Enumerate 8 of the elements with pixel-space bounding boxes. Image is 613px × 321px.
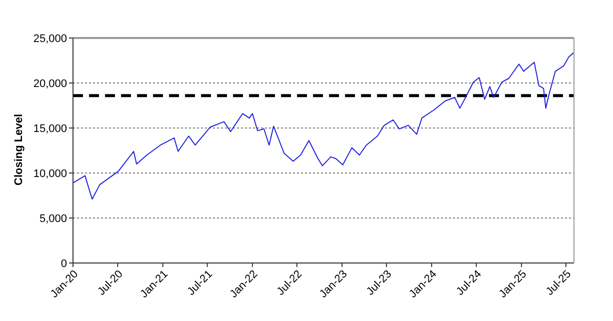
y-axis-title: Closing Level	[12, 114, 25, 186]
y-tick-label: 25,000	[33, 32, 67, 45]
y-tick-label: 20,000	[33, 78, 67, 90]
y-tick-label: 5,000	[39, 212, 67, 225]
y-tick-label: 10,000	[33, 168, 67, 180]
y-tick-label: 15,000	[33, 122, 67, 135]
line-series	[73, 52, 574, 200]
y-tick-label: 0	[60, 258, 67, 270]
